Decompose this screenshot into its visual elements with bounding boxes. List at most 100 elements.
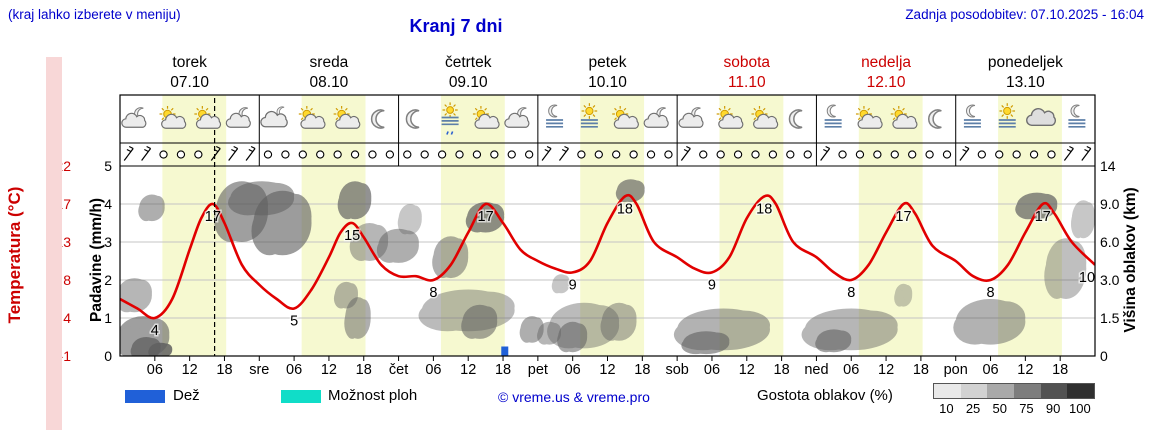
cloud-area xyxy=(557,321,588,353)
wind-barb-icon xyxy=(228,145,239,161)
cloud-density-scale xyxy=(933,383,1096,399)
x-axis-label: 18 xyxy=(774,362,790,378)
calm-wind-icon xyxy=(786,150,795,159)
sun-cloud-icon xyxy=(890,106,918,129)
wind-barb-icon xyxy=(210,145,221,161)
precip-axis-tick: 0 xyxy=(104,348,112,364)
cloud-moon-icon xyxy=(260,106,288,128)
calm-wind-icon xyxy=(612,150,621,159)
x-axis-label: 18 xyxy=(634,362,650,378)
day-name: petek xyxy=(589,54,627,71)
x-axis-label: 12 xyxy=(1017,362,1033,378)
cloud-density-legend-label: Gostota oblakov (%) xyxy=(757,387,893,404)
calm-wind-icon xyxy=(298,150,307,159)
day-date: 11.10 xyxy=(728,74,766,91)
x-axis-label: ned xyxy=(804,362,828,378)
temperature-curve xyxy=(120,193,1095,320)
showers-legend-swatch xyxy=(281,390,321,403)
calm-wind-icon xyxy=(281,150,290,159)
moon-icon xyxy=(370,109,385,129)
calm-wind-icon xyxy=(855,150,865,159)
last-update-info: Zadnja posodobitev: 07.10.2025 - 16:04 xyxy=(905,7,1144,22)
x-axis-label: 18 xyxy=(356,362,372,378)
rain-legend-swatch xyxy=(125,390,165,403)
x-axis-label: 12 xyxy=(460,362,476,378)
density-swatch xyxy=(1067,384,1095,398)
density-swatch xyxy=(1040,384,1068,398)
page-title: Kranj 7 dni xyxy=(409,16,503,36)
day-date: 07.10 xyxy=(170,74,209,91)
temperature-value-label: 15 xyxy=(344,228,360,244)
calm-wind-icon xyxy=(768,150,778,159)
precip-axis-tick: 3 xyxy=(104,234,112,250)
x-axis-label: 06 xyxy=(286,362,302,378)
cloud-area xyxy=(228,181,295,216)
cloud-area xyxy=(600,302,637,341)
density-tick-label: 75 xyxy=(1019,401,1034,416)
credit-link[interactable]: © vreme.us & vreme.pro xyxy=(498,389,650,405)
calm-wind-icon xyxy=(629,150,638,159)
temperature-value-label: 8 xyxy=(429,285,437,301)
fog-moon-icon xyxy=(824,104,842,128)
wind-barb-icon xyxy=(1063,145,1074,161)
calm-wind-icon xyxy=(263,150,273,159)
precip-axis-tick: 5 xyxy=(104,158,112,174)
calm-wind-icon xyxy=(577,150,586,159)
left-accent-band xyxy=(46,57,62,430)
daylight-band xyxy=(580,95,645,356)
wind-barb-icon xyxy=(959,145,970,161)
calm-wind-icon xyxy=(890,150,899,159)
x-axis-label: 06 xyxy=(425,362,441,378)
x-axis-label: 06 xyxy=(147,362,163,378)
moon-icon xyxy=(405,109,420,129)
calm-wind-icon xyxy=(316,150,325,159)
sun-cloud-icon xyxy=(194,106,222,129)
moon-icon xyxy=(788,109,803,129)
density-swatch xyxy=(1014,384,1041,398)
moon-icon xyxy=(928,109,942,129)
calm-wind-icon xyxy=(507,150,516,159)
calm-wind-icon xyxy=(437,150,447,159)
density-swatch xyxy=(987,384,1015,398)
precip-axis-tick: 1 xyxy=(104,310,112,326)
temperature-value-label: 8 xyxy=(847,285,855,301)
cloud-area xyxy=(815,329,852,353)
day-date: 09.10 xyxy=(449,74,488,91)
temperature-value-label: 18 xyxy=(756,201,772,217)
cloud-area xyxy=(894,283,913,307)
density-tick-label: 10 xyxy=(939,401,954,416)
cloud-area xyxy=(138,194,165,222)
day-name: ponedeljek xyxy=(988,54,1063,71)
day-date: 08.10 xyxy=(310,74,349,91)
moon-cloud-icon xyxy=(678,107,704,128)
cloud-height-axis-title: Višina oblakov (km) xyxy=(1122,187,1139,333)
x-axis-label: 18 xyxy=(495,362,511,378)
fog-moon-icon xyxy=(1068,104,1086,128)
x-axis-label: 06 xyxy=(982,362,998,378)
day-name: nedelja xyxy=(861,54,911,71)
moon-cloud-icon xyxy=(504,107,530,128)
calm-wind-icon xyxy=(995,150,1004,159)
precipitation-axis-title: Padavine (mm/h) xyxy=(88,197,105,323)
cloud-area xyxy=(519,316,544,343)
x-axis-label: pon xyxy=(944,362,968,378)
calm-wind-icon xyxy=(925,150,934,159)
calm-wind-icon xyxy=(472,150,482,159)
density-tick-label: 50 xyxy=(992,401,1007,416)
x-axis-label: 06 xyxy=(843,362,859,378)
cloud-area xyxy=(397,204,422,235)
calm-wind-icon xyxy=(1012,150,1021,159)
calm-wind-icon xyxy=(664,150,673,159)
calm-wind-icon xyxy=(333,150,342,159)
cloud-area xyxy=(615,179,645,203)
fog-sun-drizzle-icon xyxy=(441,102,459,135)
x-axis-label: sre xyxy=(249,362,269,378)
temp-axis-tick: 8 xyxy=(63,272,71,288)
temperature-value-label: 10 xyxy=(1079,270,1095,286)
x-axis-label: 12 xyxy=(321,362,337,378)
temperature-value-label: 17 xyxy=(1035,209,1051,225)
daylight-band xyxy=(719,95,784,356)
wind-barb-icon xyxy=(541,145,552,161)
rain-bar xyxy=(501,346,509,356)
